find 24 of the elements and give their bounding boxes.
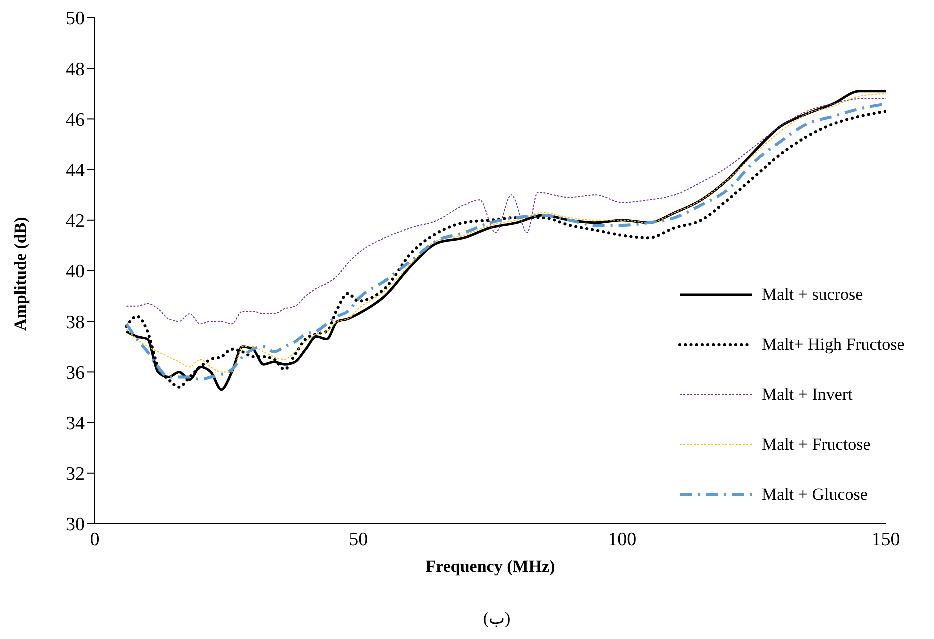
x-tick-label: 0 (90, 529, 100, 550)
y-tick-label: 40 (66, 262, 85, 283)
legend-label: Malt+ High Fructose (762, 335, 905, 355)
y-tick-label: 36 (66, 362, 85, 384)
y-tick-label: 42 (66, 211, 85, 232)
y-tick-label: 46 (66, 110, 85, 131)
legend-label: Malt + Invert (762, 385, 853, 405)
x-axis-title: Frequency (MHz) (426, 557, 556, 576)
y-tick-label: 30 (66, 514, 85, 536)
y-tick-label: 50 (66, 8, 85, 30)
y-tick-label: 38 (66, 312, 85, 334)
y-tick-label: 32 (66, 464, 85, 486)
y-axis-title: Amplitude (dB) (11, 217, 30, 331)
y-tick-label: 44 (66, 160, 86, 182)
text: (ب) (482, 608, 512, 629)
line-series (126, 98, 886, 325)
legend-label: Malt + Fructose (762, 435, 871, 455)
x-tick-label: 150 (872, 529, 900, 550)
legend-label: Malt + sucrose (762, 285, 864, 305)
y-tick-label: 48 (66, 59, 85, 80)
y-tick-label: 34 (66, 414, 86, 435)
legend-label: Malt + Glucose (762, 485, 868, 505)
x-tick-label: 50 (349, 529, 368, 550)
x-tick-label: 100 (608, 529, 637, 550)
